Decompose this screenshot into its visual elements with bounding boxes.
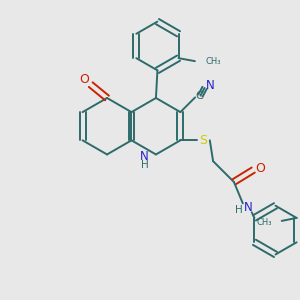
Text: C: C	[195, 91, 203, 101]
Text: O: O	[79, 73, 89, 86]
Text: H: H	[141, 160, 148, 170]
Text: N: N	[140, 150, 149, 163]
Text: CH₃: CH₃	[257, 218, 272, 227]
Text: CH₃: CH₃	[205, 57, 221, 66]
Text: N: N	[206, 79, 214, 92]
Text: N: N	[244, 201, 253, 214]
Text: S: S	[199, 134, 207, 147]
Text: H: H	[236, 205, 243, 215]
Text: O: O	[255, 162, 265, 175]
